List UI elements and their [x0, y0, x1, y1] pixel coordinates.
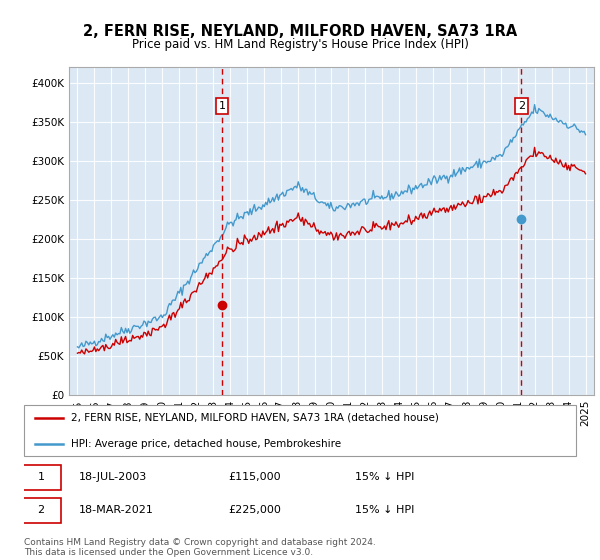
FancyBboxPatch shape — [21, 465, 61, 490]
FancyBboxPatch shape — [24, 405, 576, 456]
Text: 1: 1 — [38, 472, 44, 482]
Text: 2, FERN RISE, NEYLAND, MILFORD HAVEN, SA73 1RA: 2, FERN RISE, NEYLAND, MILFORD HAVEN, SA… — [83, 24, 517, 39]
Text: 1: 1 — [218, 101, 226, 111]
Text: Contains HM Land Registry data © Crown copyright and database right 2024.
This d: Contains HM Land Registry data © Crown c… — [24, 538, 376, 557]
Text: Price paid vs. HM Land Registry's House Price Index (HPI): Price paid vs. HM Land Registry's House … — [131, 38, 469, 50]
Text: 18-JUL-2003: 18-JUL-2003 — [79, 472, 148, 482]
Text: 18-MAR-2021: 18-MAR-2021 — [79, 505, 154, 515]
Text: 2: 2 — [38, 505, 44, 515]
Text: HPI: Average price, detached house, Pembrokeshire: HPI: Average price, detached house, Pemb… — [71, 438, 341, 449]
Text: 15% ↓ HPI: 15% ↓ HPI — [355, 505, 415, 515]
Text: £225,000: £225,000 — [228, 505, 281, 515]
Text: 2: 2 — [518, 101, 525, 111]
Text: 15% ↓ HPI: 15% ↓ HPI — [355, 472, 415, 482]
Text: £115,000: £115,000 — [228, 472, 281, 482]
Text: 2, FERN RISE, NEYLAND, MILFORD HAVEN, SA73 1RA (detached house): 2, FERN RISE, NEYLAND, MILFORD HAVEN, SA… — [71, 413, 439, 423]
FancyBboxPatch shape — [21, 498, 61, 523]
